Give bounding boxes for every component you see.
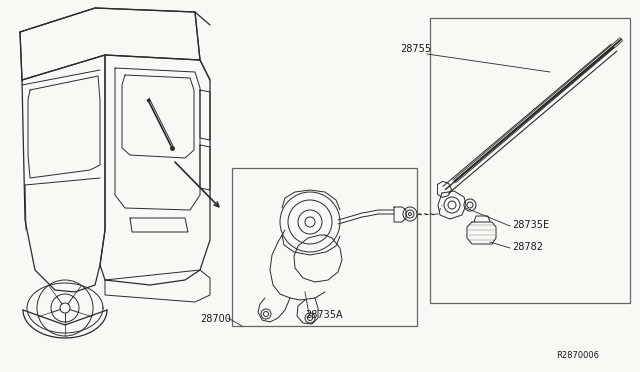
Text: 28700: 28700 [200,314,231,324]
Bar [430,18,630,303]
Text: 28735A: 28735A [305,310,342,320]
Bar [232,168,417,326]
Text: 28735E: 28735E [512,220,549,230]
Text: 28755: 28755 [400,44,431,54]
Text: R2870006: R2870006 [556,351,599,360]
Text: 28782: 28782 [512,242,543,252]
